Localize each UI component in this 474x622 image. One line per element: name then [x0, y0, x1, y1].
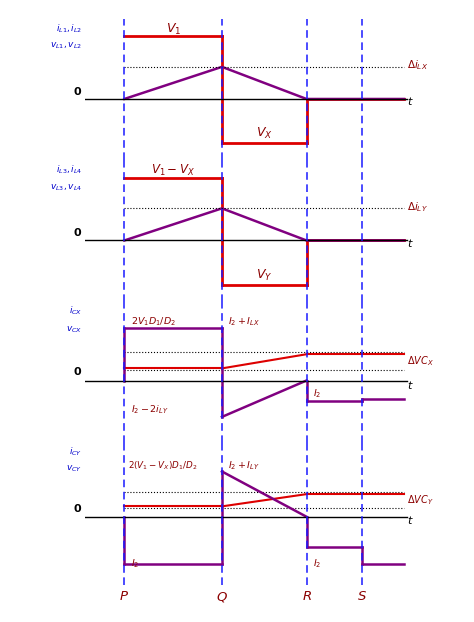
Text: $t$: $t$ [407, 95, 414, 107]
Text: $v_{CY}$: $v_{CY}$ [66, 463, 82, 474]
Text: $2V_1D_1/D_2$: $2V_1D_1/D_2$ [131, 316, 176, 328]
Text: $v_{L3}, v_{L4}$: $v_{L3}, v_{L4}$ [50, 182, 82, 193]
Text: $i_{CX}$: $i_{CX}$ [69, 305, 82, 317]
Text: $t$: $t$ [407, 236, 414, 249]
Text: $2(V_1-V_X)D_1/D_2$: $2(V_1-V_X)D_1/D_2$ [128, 460, 197, 472]
Text: $I_2-2i_{LY}$: $I_2-2i_{LY}$ [131, 404, 169, 416]
Text: $i_{L1}, i_{L2}$: $i_{L1}, i_{L2}$ [56, 22, 82, 35]
Text: $v_{CX}$: $v_{CX}$ [66, 324, 82, 335]
Text: $I_2$: $I_2$ [131, 558, 139, 570]
Text: $v_{L1}, v_{L2}$: $v_{L1}, v_{L2}$ [50, 40, 82, 51]
Text: $\Delta VC_Y$: $\Delta VC_Y$ [407, 493, 434, 507]
Text: $I_2+I_{LY}$: $I_2+I_{LY}$ [228, 460, 260, 472]
Text: $R$: $R$ [301, 590, 311, 603]
Text: $i_{CY}$: $i_{CY}$ [69, 446, 82, 458]
Text: $V_1$: $V_1$ [165, 21, 181, 37]
Text: $V_X$: $V_X$ [256, 126, 273, 141]
Text: $P$: $P$ [119, 590, 129, 603]
Text: $\bf{0}$: $\bf{0}$ [73, 85, 82, 96]
Text: $\Delta VC_X$: $\Delta VC_X$ [407, 355, 434, 368]
Text: $i_{L3}, i_{L4}$: $i_{L3}, i_{L4}$ [55, 164, 82, 176]
Text: $Q$: $Q$ [216, 590, 228, 605]
Text: $V_Y$: $V_Y$ [256, 267, 273, 283]
Text: $I_2+I_{LX}$: $I_2+I_{LX}$ [228, 316, 261, 328]
Text: $t$: $t$ [407, 514, 414, 526]
Text: $S$: $S$ [357, 590, 367, 603]
Text: $\bf{0}$: $\bf{0}$ [73, 502, 82, 514]
Text: $\Delta i_{LY}$: $\Delta i_{LY}$ [407, 200, 428, 214]
Text: $I_2$: $I_2$ [313, 388, 321, 400]
Text: $I_2$: $I_2$ [313, 558, 321, 570]
Text: $V_1 - V_X$: $V_1 - V_X$ [151, 163, 195, 178]
Text: $\Delta i_{LX}$: $\Delta i_{LX}$ [407, 58, 428, 72]
Text: $\bf{0}$: $\bf{0}$ [73, 366, 82, 378]
Text: $t$: $t$ [407, 379, 414, 391]
Text: $\bf{0}$: $\bf{0}$ [73, 226, 82, 238]
